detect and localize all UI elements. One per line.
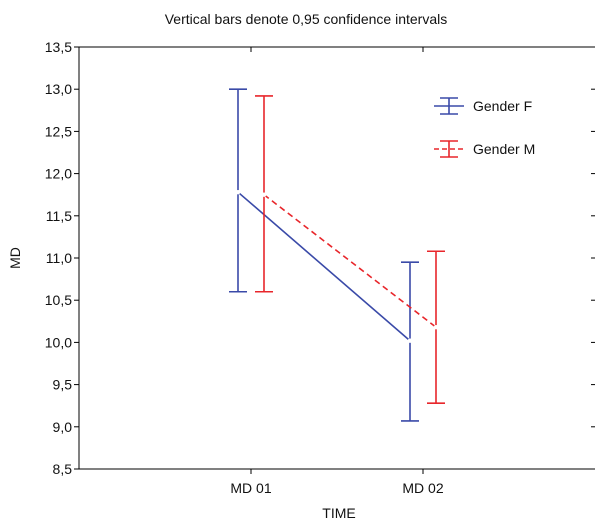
legend-label: Gender F (473, 98, 532, 114)
y-tick-label: 13,5 (45, 39, 72, 55)
y-tick-label: 11,0 (46, 250, 72, 266)
data-point (407, 338, 413, 343)
series-2 (255, 95, 445, 404)
data-point (433, 325, 439, 330)
x-axis-title: TIME (322, 505, 355, 521)
y-axis-title: MD (7, 247, 23, 269)
y-tick-label: 13,0 (45, 81, 72, 97)
error-bar (255, 95, 273, 293)
data-point (261, 192, 267, 197)
legend-label: Gender M (473, 141, 535, 157)
error-bar (229, 88, 247, 293)
y-tick-label: 9,0 (53, 419, 73, 435)
x-axis: MD 01 MD 02 (230, 47, 444, 496)
series-1 (229, 88, 419, 422)
y-tick-label: 10,5 (45, 292, 72, 308)
x-tick-label: MD 01 (230, 480, 271, 496)
x-tick-label: MD 02 (402, 480, 443, 496)
y-tick-label: 9,5 (53, 377, 73, 393)
y-tick-label: 12,0 (45, 166, 72, 182)
chart-title: Vertical bars denote 0,95 confidence int… (165, 11, 448, 27)
series-layer (229, 88, 445, 422)
data-point (235, 189, 241, 195)
y-tick-label: 12,5 (45, 123, 72, 139)
error-bar (427, 250, 445, 404)
legend-item-2: Gender M (434, 140, 535, 158)
legend: Gender F Gender M (434, 97, 535, 158)
series-line (263, 194, 437, 328)
legend-item-1: Gender F (434, 97, 532, 115)
y-tick-label: 8,5 (53, 461, 73, 477)
y-axis: 8,5 9,0 9,5 10,0 10,5 11,0 11,5 12,0 12,5 13,0 13,… (45, 39, 595, 477)
series-line (237, 191, 411, 342)
y-tick-label: 10,0 (45, 334, 72, 350)
error-bar (401, 261, 419, 422)
y-tick-label: 11,5 (46, 208, 72, 224)
